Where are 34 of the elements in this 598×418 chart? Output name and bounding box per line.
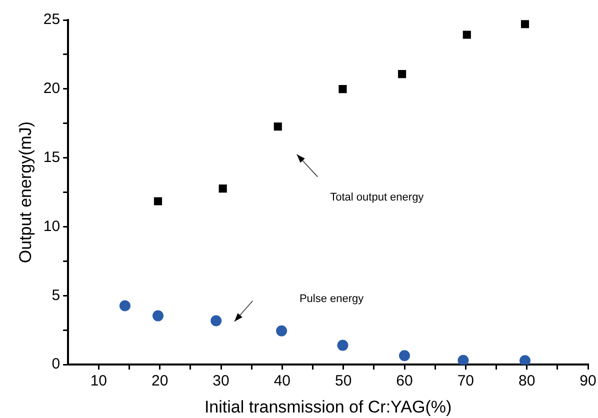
point [462, 30, 471, 39]
y-tick-label: 0 [52, 356, 60, 373]
point [399, 350, 410, 362]
point [154, 197, 162, 206]
point [337, 340, 348, 351]
point [152, 310, 164, 322]
point [119, 300, 130, 312]
y-tick-label: 5 [52, 286, 60, 304]
x-tick-label: 20 [151, 372, 168, 390]
y-tick-label: 20 [43, 80, 60, 98]
x-tick-label: 30 [212, 372, 230, 390]
y-tick-label: 25 [43, 11, 60, 28]
x-tick-label: 50 [334, 372, 352, 390]
x-tick-label: 70 [457, 372, 474, 390]
x-tick-label: 40 [274, 372, 291, 390]
point [218, 184, 227, 193]
x-tick-label: 10 [90, 372, 108, 390]
x-tick-label: 90 [580, 372, 596, 390]
y-axis-title: Output energy(mJ) [16, 121, 35, 264]
point [398, 70, 406, 78]
point [274, 122, 282, 131]
point [458, 354, 469, 365]
annotation: Total output energy [330, 192, 424, 204]
x-axis-title: Initial transmission of Cr:YAG(%) [204, 397, 452, 416]
y-tick-label: 10 [43, 218, 60, 235]
x-tick-label: 80 [518, 372, 536, 390]
point [520, 355, 530, 365]
point [210, 315, 222, 326]
point [338, 85, 347, 94]
x-tick-label: 60 [396, 372, 413, 390]
point [276, 325, 288, 336]
annotation: Pulse energy [299, 293, 364, 306]
y-tick-label: 15 [43, 148, 60, 166]
point [520, 20, 530, 28]
